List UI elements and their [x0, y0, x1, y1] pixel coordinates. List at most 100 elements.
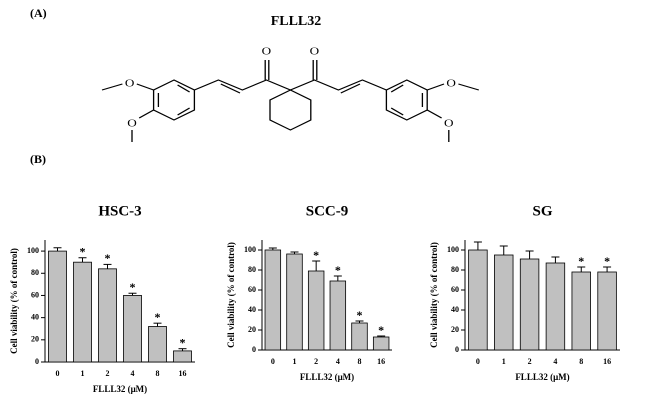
structure: O O O O O O — [101, 45, 480, 142]
x-tick-label: 2 — [106, 369, 110, 378]
bond — [138, 109, 154, 119]
y-tick-label: 60 — [451, 285, 459, 294]
y-axis-label: Cell viability (% of control) — [9, 248, 19, 354]
y-tick-label: 80 — [31, 268, 39, 277]
y-tick-label: 0 — [455, 345, 459, 354]
bond — [390, 84, 404, 93]
bond — [220, 83, 241, 94]
bar — [307, 270, 325, 351]
y-tick-label: 40 — [31, 312, 39, 321]
y-tick-label: 20 — [248, 325, 256, 334]
significance: * — [130, 280, 136, 294]
y-tick-label: 80 — [248, 265, 256, 274]
chart-title: SG — [532, 203, 552, 219]
atom-label: O — [127, 117, 137, 130]
bond — [390, 107, 404, 116]
y-axis-label: Cell viability (% of control) — [429, 242, 439, 348]
bar — [329, 280, 347, 351]
bar — [494, 254, 514, 351]
x-tick-label: 8 — [579, 357, 583, 366]
y-tick-label: 60 — [31, 290, 39, 299]
x-tick-label: 0 — [56, 369, 60, 378]
x-tick-label: 1 — [293, 357, 297, 366]
ring — [385, 79, 428, 121]
compound-name: FLLL32 — [271, 14, 322, 29]
y-tick-label: 20 — [31, 335, 39, 344]
significance: * — [604, 254, 610, 268]
bar — [123, 295, 142, 363]
y-tick-label: 100 — [244, 245, 256, 254]
x-axis-label: FLLL32 (μM) — [515, 372, 569, 382]
y-tick-label: 20 — [451, 325, 459, 334]
x-tick-label: 1 — [502, 357, 506, 366]
significance: * — [378, 323, 384, 337]
chart-title: HSC-3 — [98, 203, 141, 219]
y-tick-label: 60 — [248, 285, 256, 294]
ring — [152, 79, 196, 121]
bond — [340, 83, 361, 94]
bar — [571, 271, 591, 351]
significance: * — [578, 254, 584, 268]
bar — [519, 258, 540, 351]
atom-label: O — [444, 117, 454, 130]
bond — [458, 83, 480, 91]
y-tick-label: 40 — [248, 305, 256, 314]
significance: * — [335, 263, 341, 277]
bond — [177, 107, 190, 116]
bar — [98, 268, 117, 363]
x-tick-label: 2 — [528, 357, 532, 366]
x-axis-label: FLLL32 (μM) — [93, 384, 147, 394]
bar — [173, 350, 192, 363]
x-tick-label: 0 — [271, 357, 275, 366]
atom-label: O — [446, 77, 456, 90]
y-tick-label: 0 — [35, 357, 39, 366]
bar — [264, 249, 282, 351]
x-tick-label: 16 — [377, 357, 385, 366]
bar — [73, 261, 92, 363]
bond — [101, 83, 123, 91]
x-tick-label: 1 — [81, 369, 85, 378]
bond — [177, 84, 190, 93]
x-tick-label: 16 — [603, 357, 611, 366]
bond — [136, 83, 154, 91]
chart-title: SCC-9 — [306, 203, 349, 219]
significance: * — [313, 248, 319, 262]
y-tick-label: 100 — [447, 245, 459, 254]
x-tick-label: 16 — [179, 369, 187, 378]
y-axis-label: Cell viability (% of control) — [226, 242, 236, 348]
y-tick-label: 0 — [252, 345, 256, 354]
bar — [597, 271, 617, 351]
atom-label: O — [125, 77, 135, 90]
significance: * — [105, 251, 111, 265]
bar — [372, 336, 390, 351]
bar — [468, 249, 488, 351]
bond — [426, 109, 442, 119]
y-tick-label: 80 — [451, 265, 459, 274]
bond — [426, 83, 445, 91]
x-axis-label: FLLL32 (μM) — [300, 372, 354, 382]
x-tick-label: 8 — [358, 357, 362, 366]
bar — [48, 250, 67, 363]
significance: * — [357, 308, 363, 322]
x-tick-label: 4 — [131, 369, 135, 378]
x-tick-label: 0 — [476, 357, 480, 366]
panel-label: (B) — [30, 152, 46, 166]
bar — [148, 326, 167, 363]
bar — [286, 253, 303, 351]
x-tick-label: 8 — [156, 369, 160, 378]
atom-label: O — [262, 45, 272, 58]
significance: * — [180, 335, 186, 349]
x-tick-label: 2 — [314, 357, 318, 366]
bar — [351, 322, 368, 351]
y-tick-label: 100 — [27, 246, 39, 255]
significance: * — [155, 310, 161, 324]
x-tick-label: 4 — [553, 357, 557, 366]
x-tick-label: 4 — [336, 357, 340, 366]
bar — [545, 262, 566, 351]
panel-label: (A) — [30, 6, 47, 20]
significance: * — [80, 244, 86, 258]
ring — [269, 89, 312, 131]
y-tick-label: 40 — [451, 305, 459, 314]
atom-label: O — [310, 45, 320, 58]
